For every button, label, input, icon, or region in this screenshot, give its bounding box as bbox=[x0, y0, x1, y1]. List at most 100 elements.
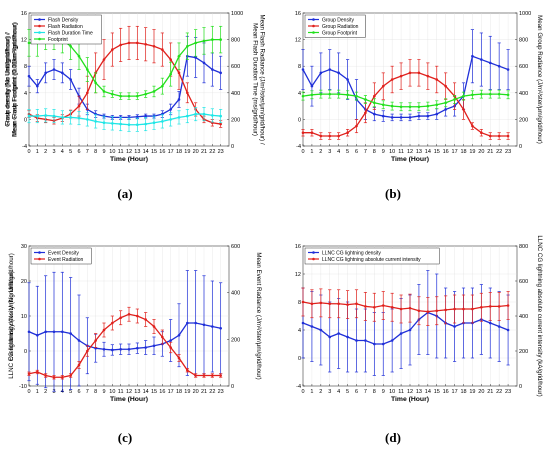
data-point bbox=[186, 368, 189, 372]
x-tick-label: 7 bbox=[364, 389, 367, 395]
svg-text:Event density (No Unit/grid/ho: Event density (No Unit/grid/hour) bbox=[8, 271, 15, 361]
data-point bbox=[219, 374, 222, 377]
data-point bbox=[44, 374, 47, 377]
x-tick-label: 22 bbox=[496, 149, 502, 155]
svg-text:LLNC CG lightning absolute cur: LLNC CG lightning absolute current inten… bbox=[536, 235, 543, 396]
y-tick-label: 8 bbox=[298, 64, 301, 70]
data-point bbox=[86, 68, 89, 71]
y2-tick-label: 200 bbox=[519, 349, 528, 355]
legend-label: Footprint bbox=[48, 37, 68, 43]
data-point bbox=[202, 112, 206, 116]
x-tick-label: 19 bbox=[469, 389, 475, 395]
x-tick-label: 8 bbox=[94, 149, 97, 155]
data-point bbox=[161, 84, 164, 88]
y2-tick-label: 0 bbox=[519, 144, 522, 150]
data-point bbox=[136, 115, 139, 119]
data-point bbox=[497, 134, 501, 138]
x-tick-label: 11 bbox=[118, 389, 124, 395]
data-point bbox=[310, 84, 314, 88]
x-tick-label: 23 bbox=[505, 389, 511, 395]
data-point bbox=[417, 105, 421, 109]
x-tick-label: 23 bbox=[218, 389, 224, 395]
data-point bbox=[399, 105, 403, 109]
x-tick-label: 13 bbox=[416, 389, 422, 395]
x-tick-label: 3 bbox=[328, 389, 331, 395]
data-point bbox=[337, 134, 340, 138]
x-tick-label: 16 bbox=[159, 149, 165, 155]
y2-tick-label: 600 bbox=[231, 64, 240, 70]
y2-tick-label: 200 bbox=[519, 117, 528, 123]
data-point bbox=[364, 111, 367, 115]
series-group-footprint bbox=[301, 89, 510, 112]
x-tick-label: 8 bbox=[373, 149, 376, 155]
data-point bbox=[390, 339, 394, 342]
data-point bbox=[94, 120, 97, 123]
chart-panel-1: 0 1 2 3 4 5 6 7 8 9 10 11 12 13 14 15 16 17 18 19 20 21 22 23-4… bbox=[4, 11, 265, 201]
x-tick-label: 6 bbox=[355, 149, 358, 155]
data-point bbox=[169, 118, 172, 121]
series-line bbox=[303, 72, 509, 137]
series-line bbox=[302, 301, 509, 313]
data-point bbox=[169, 339, 172, 342]
data-point bbox=[194, 321, 197, 325]
data-point bbox=[61, 330, 64, 334]
y-tick-label: 0 bbox=[24, 117, 27, 123]
data-point bbox=[186, 91, 189, 95]
x-tick-label: 9 bbox=[102, 149, 105, 155]
data-point bbox=[169, 346, 172, 349]
x-tick-label: 5 bbox=[69, 149, 72, 155]
data-point bbox=[506, 134, 510, 138]
data-point bbox=[136, 94, 139, 98]
data-point bbox=[77, 339, 81, 342]
data-point bbox=[346, 303, 349, 306]
data-point bbox=[426, 114, 430, 118]
y2-axis-label: Mean Flash Radiance (J/m²/ster/μm/grid/h… bbox=[251, 14, 265, 144]
data-point bbox=[435, 112, 439, 116]
data-point bbox=[337, 92, 340, 96]
x-tick-label: 16 bbox=[443, 389, 449, 395]
series-flash-duration-time bbox=[27, 107, 223, 132]
data-point bbox=[27, 41, 31, 45]
data-point bbox=[69, 44, 72, 48]
data-point bbox=[364, 98, 367, 101]
y-tick-label: 4 bbox=[298, 328, 301, 334]
y-tick-label: 12 bbox=[295, 272, 301, 278]
data-point bbox=[36, 370, 39, 374]
series-line bbox=[302, 55, 509, 119]
data-point bbox=[506, 93, 510, 97]
data-point bbox=[127, 41, 131, 45]
panel-label: (c) bbox=[118, 430, 132, 445]
data-point bbox=[94, 339, 97, 342]
x-tick-label: 1 bbox=[36, 389, 39, 395]
y2-tick-label: 200 bbox=[231, 337, 240, 343]
data-point bbox=[408, 328, 412, 332]
x-tick-label: 0 bbox=[301, 389, 304, 395]
x-tick-label: 9 bbox=[382, 389, 385, 395]
x-tick-label: 11 bbox=[398, 149, 404, 155]
y2-tick-label: 400 bbox=[231, 91, 240, 97]
data-point bbox=[373, 101, 376, 105]
series-line bbox=[302, 93, 509, 108]
x-tick-label: 14 bbox=[425, 389, 431, 395]
series-line bbox=[28, 313, 221, 378]
x-tick-label: 19 bbox=[184, 389, 190, 395]
x-tick-label: 5 bbox=[69, 389, 72, 395]
data-point bbox=[355, 339, 358, 342]
data-point bbox=[444, 108, 447, 111]
x-tick-label: 2 bbox=[44, 389, 47, 395]
data-point bbox=[211, 38, 214, 41]
svg-text:Mean Event Radiance (J/m²/ster: Mean Event Radiance (J/m²/ster/μm/grid/h… bbox=[255, 252, 262, 379]
data-point bbox=[488, 92, 492, 96]
data-point bbox=[119, 122, 122, 126]
data-point bbox=[462, 94, 465, 98]
x-tick-label: 9 bbox=[382, 149, 385, 155]
data-point bbox=[506, 68, 510, 71]
x-tick-label: 4 bbox=[337, 389, 340, 395]
data-point bbox=[186, 44, 189, 48]
y-tick-label: -4 bbox=[22, 144, 27, 150]
y-tick-label: 8 bbox=[298, 300, 301, 306]
x-tick-label: 17 bbox=[168, 389, 174, 395]
data-point bbox=[177, 71, 181, 75]
